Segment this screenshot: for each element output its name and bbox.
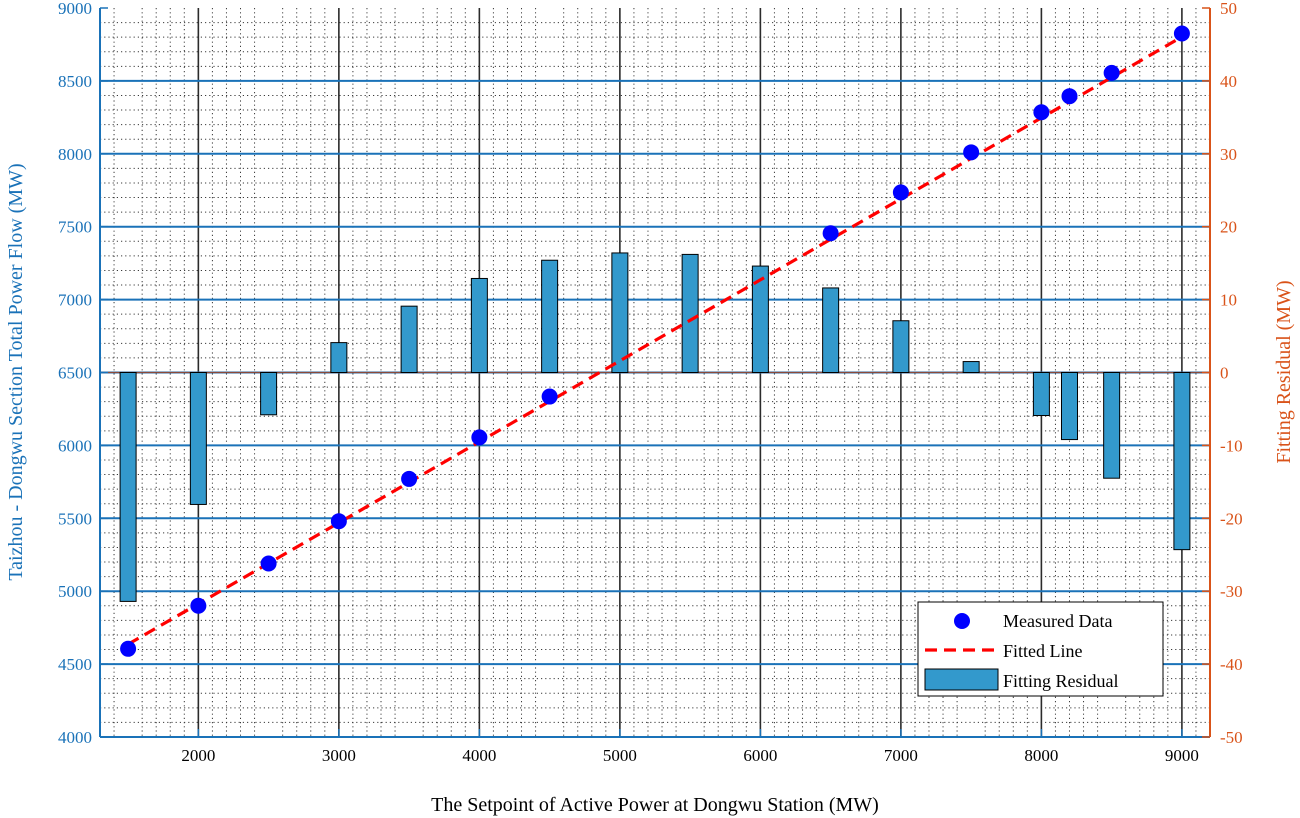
measured-point: [541, 388, 558, 405]
y-right-tick-label: 30: [1220, 145, 1237, 164]
y-left-tick-label: 4000: [58, 728, 92, 747]
legend-residual-marker: [924, 668, 999, 691]
residual-bar: [751, 265, 769, 374]
residual-bar: [681, 253, 699, 373]
y-right-tick-label: -10: [1220, 436, 1243, 455]
measured-point: [892, 184, 909, 201]
y-left-tick-label: 9000: [58, 0, 92, 18]
residual-bar: [1173, 372, 1191, 551]
y-left-tick-label: 5000: [58, 582, 92, 601]
measured-point: [260, 555, 277, 572]
residual-bar: [470, 277, 488, 374]
residual-bar: [1032, 372, 1050, 417]
x-tick-label: 2000: [181, 746, 215, 765]
y-right-tick-label: -20: [1220, 509, 1243, 528]
legend-fitted-label: Fitted Line: [1003, 641, 1083, 661]
measured-point: [1061, 88, 1078, 105]
measured-point: [401, 470, 418, 487]
residual-bars: [119, 252, 1191, 602]
y-left-tick-label: 4500: [58, 655, 92, 674]
measured-point: [471, 429, 488, 446]
residual-bar: [189, 372, 207, 505]
measured-point: [190, 597, 207, 614]
measured-point: [822, 225, 839, 242]
legend-measured-marker: [954, 613, 970, 629]
legend-residual-label: Fitting Residual: [1003, 671, 1119, 691]
legend: Measured Data Fitted Line Fitting Residu…: [917, 601, 1164, 697]
residual-bar: [260, 372, 278, 416]
y-left-tick-label: 6000: [58, 436, 92, 455]
y-left-tick-label: 8000: [58, 145, 92, 164]
measured-point: [1103, 64, 1120, 81]
y-right-tick-label: -40: [1220, 655, 1243, 674]
y-axis-right-title: Fitting Residual (MW): [1273, 280, 1295, 463]
fitted-line: [127, 35, 1183, 646]
measured-point: [120, 640, 137, 657]
residual-bar: [611, 252, 629, 373]
legend-measured-label: Measured Data: [1003, 611, 1112, 631]
x-axis-title: The Setpoint of Active Power at Dongwu S…: [431, 794, 879, 816]
residual-bar: [892, 320, 910, 373]
x-tick-label: 3000: [322, 746, 356, 765]
measured-point: [1033, 104, 1050, 121]
minor-grid: [100, 8, 1210, 737]
x-tick-label: 5000: [603, 746, 637, 765]
residual-bar: [962, 361, 980, 374]
residual-bar: [119, 372, 137, 602]
x-tick-label: 6000: [743, 746, 777, 765]
y-right-tick-label: -50: [1220, 728, 1243, 747]
x-tick-label: 9000: [1165, 746, 1199, 765]
y-right-tick-label: 20: [1220, 218, 1237, 237]
y-right-tick-label: 10: [1220, 291, 1237, 310]
residual-bar: [1103, 372, 1121, 479]
y-left-tick-label: 5500: [58, 509, 92, 528]
measured-point: [963, 144, 980, 161]
measured-points: [120, 25, 1190, 657]
y-right-tick-label: 50: [1220, 0, 1237, 18]
x-tick-label: 8000: [1024, 746, 1058, 765]
y-right-tick-label: 40: [1220, 72, 1237, 91]
measured-point: [330, 513, 347, 530]
tick-labels: 2000 3000 4000 5000 6000 7000 8000 9000 4000 4500…: [58, 0, 1243, 765]
y-left-tick-label: 6500: [58, 364, 92, 383]
residual-bar: [400, 305, 418, 374]
residual-bar: [330, 342, 348, 373]
measured-point: [1173, 25, 1190, 42]
residual-bar: [541, 259, 559, 374]
y-right-tick-label: -30: [1220, 582, 1243, 601]
x-tick-label: 7000: [884, 746, 918, 765]
y-axis-left-title: Taizhou - Dongwu Section Total Power Flo…: [5, 163, 27, 580]
residual-bar: [1060, 372, 1078, 441]
y-right-tick-label: 0: [1220, 364, 1229, 383]
y-left-tick-label: 7000: [58, 291, 92, 310]
y-left-tick-label: 8500: [58, 72, 92, 91]
residual-bar: [822, 287, 840, 374]
x-tick-label: 4000: [462, 746, 496, 765]
y-left-tick-label: 7500: [58, 218, 92, 237]
